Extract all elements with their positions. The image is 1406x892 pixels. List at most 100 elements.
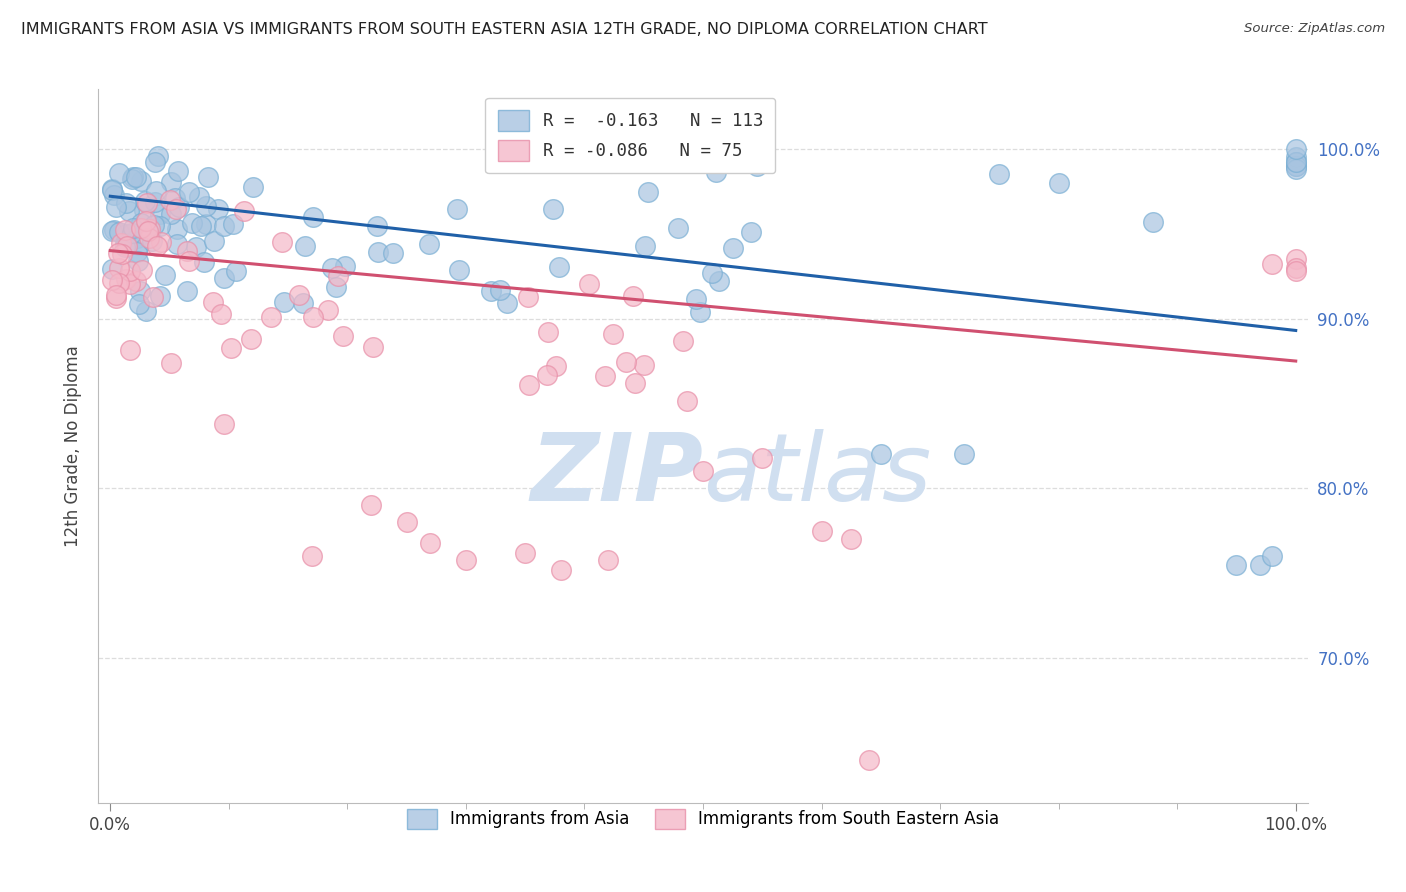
Point: [633, 359, 655, 373]
Point: [489, 283, 512, 297]
Point: [381, 246, 404, 260]
Point: [676, 394, 699, 409]
Point: [446, 202, 468, 217]
Point: [105, 200, 128, 214]
Point: [419, 536, 441, 550]
Point: [143, 218, 166, 232]
Point: [129, 216, 152, 230]
Point: [177, 185, 200, 199]
Point: [1142, 215, 1164, 229]
Point: [159, 206, 181, 220]
Point: [366, 219, 388, 233]
Point: [1285, 264, 1308, 278]
Point: [717, 142, 740, 156]
Point: [141, 234, 163, 248]
Point: [105, 291, 128, 305]
Point: [685, 293, 707, 307]
Point: [1285, 159, 1308, 173]
Point: [332, 329, 354, 343]
Point: [325, 280, 347, 294]
Point: [190, 219, 212, 233]
Point: [1285, 159, 1308, 173]
Point: [128, 297, 150, 311]
Point: [952, 448, 974, 462]
Point: [114, 223, 136, 237]
Point: [159, 175, 181, 189]
Point: [135, 214, 157, 228]
Point: [672, 334, 695, 348]
Legend: Immigrants from Asia, Immigrants from South Eastern Asia: Immigrants from Asia, Immigrants from So…: [398, 800, 1008, 838]
Point: [177, 253, 200, 268]
Point: [134, 194, 156, 209]
Point: [578, 277, 600, 292]
Point: [176, 244, 198, 259]
Point: [131, 263, 153, 277]
Text: Source: ZipAtlas.com: Source: ZipAtlas.com: [1244, 22, 1385, 36]
Point: [145, 238, 167, 252]
Point: [114, 240, 136, 254]
Point: [273, 295, 295, 310]
Point: [115, 227, 138, 241]
Point: [101, 262, 124, 277]
Point: [180, 216, 202, 230]
Point: [810, 524, 832, 538]
Point: [1285, 155, 1308, 169]
Point: [1225, 558, 1247, 572]
Point: [598, 553, 620, 567]
Point: [242, 179, 264, 194]
Point: [700, 267, 723, 281]
Point: [145, 185, 167, 199]
Point: [115, 272, 138, 286]
Point: [107, 277, 129, 291]
Text: atlas: atlas: [703, 429, 931, 520]
Point: [666, 221, 689, 235]
Point: [139, 221, 162, 235]
Point: [115, 238, 138, 252]
Point: [107, 261, 129, 276]
Point: [614, 355, 637, 369]
Point: [515, 546, 537, 560]
Point: [128, 284, 150, 298]
Point: [166, 236, 188, 251]
Point: [138, 231, 160, 245]
Point: [136, 224, 159, 238]
Point: [232, 203, 254, 218]
Point: [117, 204, 139, 219]
Point: [869, 448, 891, 462]
Point: [321, 260, 343, 275]
Point: [118, 277, 141, 291]
Point: [101, 181, 124, 195]
Point: [1261, 257, 1284, 271]
Point: [621, 289, 644, 303]
Point: [634, 239, 657, 253]
Point: [1285, 252, 1308, 266]
Point: [537, 326, 560, 340]
Point: [105, 287, 128, 301]
Point: [519, 378, 541, 392]
Point: [1047, 176, 1070, 190]
Point: [541, 202, 564, 217]
Point: [135, 196, 157, 211]
Point: [118, 343, 141, 357]
Point: [454, 553, 477, 567]
Point: [239, 332, 262, 346]
Point: [166, 222, 188, 236]
Point: [129, 174, 152, 188]
Point: [122, 169, 145, 184]
Point: [127, 253, 149, 268]
Point: [496, 296, 519, 310]
Point: [143, 194, 166, 209]
Point: [107, 166, 129, 180]
Point: [149, 219, 172, 233]
Point: [1285, 155, 1308, 169]
Point: [149, 289, 172, 303]
Point: [121, 221, 143, 235]
Point: [128, 237, 150, 252]
Point: [101, 273, 124, 287]
Point: [165, 202, 187, 216]
Point: [135, 304, 157, 318]
Point: [544, 359, 567, 373]
Point: [184, 240, 207, 254]
Point: [148, 149, 170, 163]
Point: [153, 268, 176, 283]
